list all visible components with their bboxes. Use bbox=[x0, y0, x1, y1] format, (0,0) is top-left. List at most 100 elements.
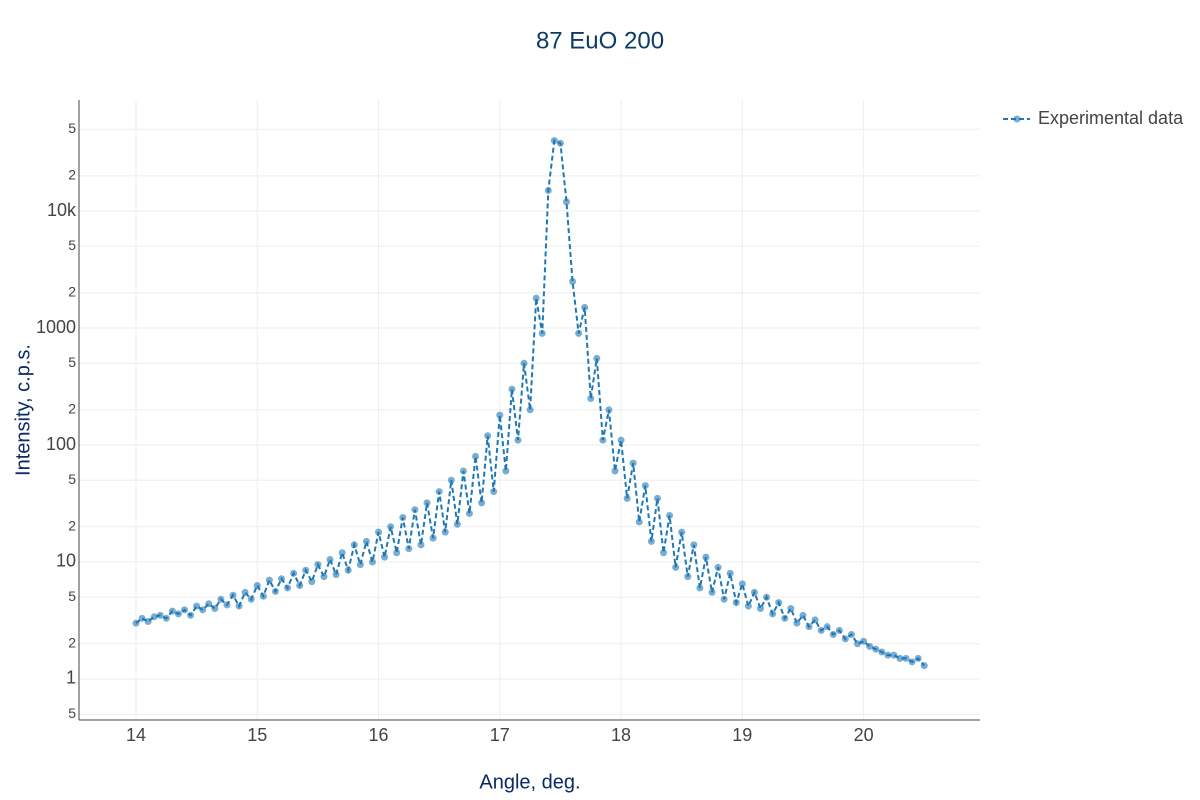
data-point bbox=[211, 605, 219, 613]
data-point bbox=[447, 476, 455, 484]
data-point bbox=[787, 605, 795, 613]
data-point bbox=[757, 605, 765, 613]
data-point bbox=[356, 561, 364, 569]
data-point bbox=[162, 614, 170, 622]
y-tick-label: 1000 bbox=[36, 317, 76, 337]
data-point bbox=[720, 595, 728, 603]
data-point bbox=[411, 506, 419, 514]
y-tick-label: 2 bbox=[68, 284, 76, 300]
data-point bbox=[635, 518, 643, 526]
data-point bbox=[726, 569, 734, 577]
y-tick-label: 2 bbox=[68, 517, 76, 533]
data-point bbox=[290, 569, 298, 577]
data-point bbox=[763, 593, 771, 601]
data-point bbox=[835, 626, 843, 634]
data-point bbox=[569, 277, 577, 285]
data-point bbox=[144, 617, 152, 625]
data-point bbox=[556, 139, 564, 147]
data-point bbox=[344, 566, 352, 574]
data-point bbox=[296, 581, 304, 589]
data-point bbox=[823, 623, 831, 631]
data-point bbox=[350, 541, 358, 549]
data-point bbox=[284, 584, 292, 592]
data-point bbox=[229, 591, 237, 599]
data-point bbox=[514, 436, 522, 444]
data-point bbox=[502, 467, 510, 475]
data-point bbox=[769, 610, 777, 618]
data-point bbox=[362, 537, 370, 545]
data-point bbox=[544, 186, 552, 194]
x-tick-label: 19 bbox=[732, 725, 752, 745]
data-point bbox=[199, 606, 207, 614]
data-point bbox=[484, 432, 492, 440]
data-point bbox=[168, 607, 176, 615]
data-point bbox=[593, 354, 601, 362]
x-tick-label: 16 bbox=[369, 725, 389, 745]
data-point bbox=[702, 553, 710, 561]
grid bbox=[79, 100, 980, 720]
data-point bbox=[623, 494, 631, 502]
data-point bbox=[478, 499, 486, 507]
data-point bbox=[532, 294, 540, 302]
data-point bbox=[508, 385, 516, 393]
data-point bbox=[247, 595, 255, 603]
data-point bbox=[338, 549, 346, 557]
y-tick-label: 2 bbox=[68, 634, 76, 650]
data-point bbox=[368, 558, 376, 566]
data-point bbox=[902, 654, 910, 662]
x-tick-label: 14 bbox=[126, 725, 146, 745]
data-point bbox=[587, 394, 595, 402]
y-tick-label: 5 bbox=[68, 120, 76, 136]
data-point bbox=[744, 602, 752, 610]
data-point bbox=[453, 520, 461, 528]
data-point bbox=[181, 606, 189, 614]
data-point bbox=[399, 514, 407, 522]
data-point bbox=[847, 631, 855, 639]
data-point bbox=[696, 584, 704, 592]
data-point bbox=[781, 614, 789, 622]
data-point bbox=[920, 662, 928, 670]
data-point bbox=[259, 592, 267, 600]
data-point bbox=[381, 553, 389, 561]
data-point bbox=[793, 619, 801, 627]
x-tick-label: 18 bbox=[611, 725, 631, 745]
x-axis-title: Angle, deg. bbox=[479, 771, 580, 793]
data-point bbox=[829, 631, 837, 639]
data-point bbox=[520, 359, 528, 367]
data-point bbox=[332, 571, 340, 579]
x-tick-label: 15 bbox=[247, 725, 267, 745]
data-point bbox=[156, 611, 164, 619]
data-point bbox=[217, 595, 225, 603]
data-point bbox=[132, 619, 140, 627]
data-point bbox=[914, 654, 922, 662]
data-point bbox=[908, 658, 916, 666]
data-point bbox=[805, 623, 813, 631]
data-point bbox=[581, 303, 589, 311]
data-point bbox=[550, 137, 558, 145]
data-point bbox=[890, 651, 898, 659]
data-point bbox=[271, 587, 279, 595]
x-tick-label: 17 bbox=[490, 725, 510, 745]
data-point bbox=[193, 602, 201, 610]
data-point bbox=[575, 329, 583, 337]
data-point bbox=[241, 588, 249, 596]
data-point bbox=[405, 545, 413, 553]
data-point bbox=[750, 588, 758, 596]
data-point bbox=[320, 573, 328, 581]
y-tick-label: 10k bbox=[47, 200, 77, 220]
y-tick-label: 2 bbox=[68, 167, 76, 183]
data-point bbox=[817, 626, 825, 634]
chart-title: 87 EuO 200 bbox=[536, 27, 664, 54]
data-point bbox=[641, 482, 649, 490]
data-point bbox=[278, 575, 286, 583]
data-point bbox=[472, 452, 480, 460]
data-point bbox=[841, 635, 849, 643]
data-point bbox=[854, 640, 862, 648]
data-point bbox=[599, 436, 607, 444]
data-point bbox=[490, 488, 498, 496]
data-point bbox=[302, 566, 310, 574]
data-point bbox=[562, 198, 570, 206]
data-point bbox=[314, 561, 322, 569]
y-tick-label: 10 bbox=[56, 551, 76, 571]
data-line bbox=[135, 139, 925, 667]
